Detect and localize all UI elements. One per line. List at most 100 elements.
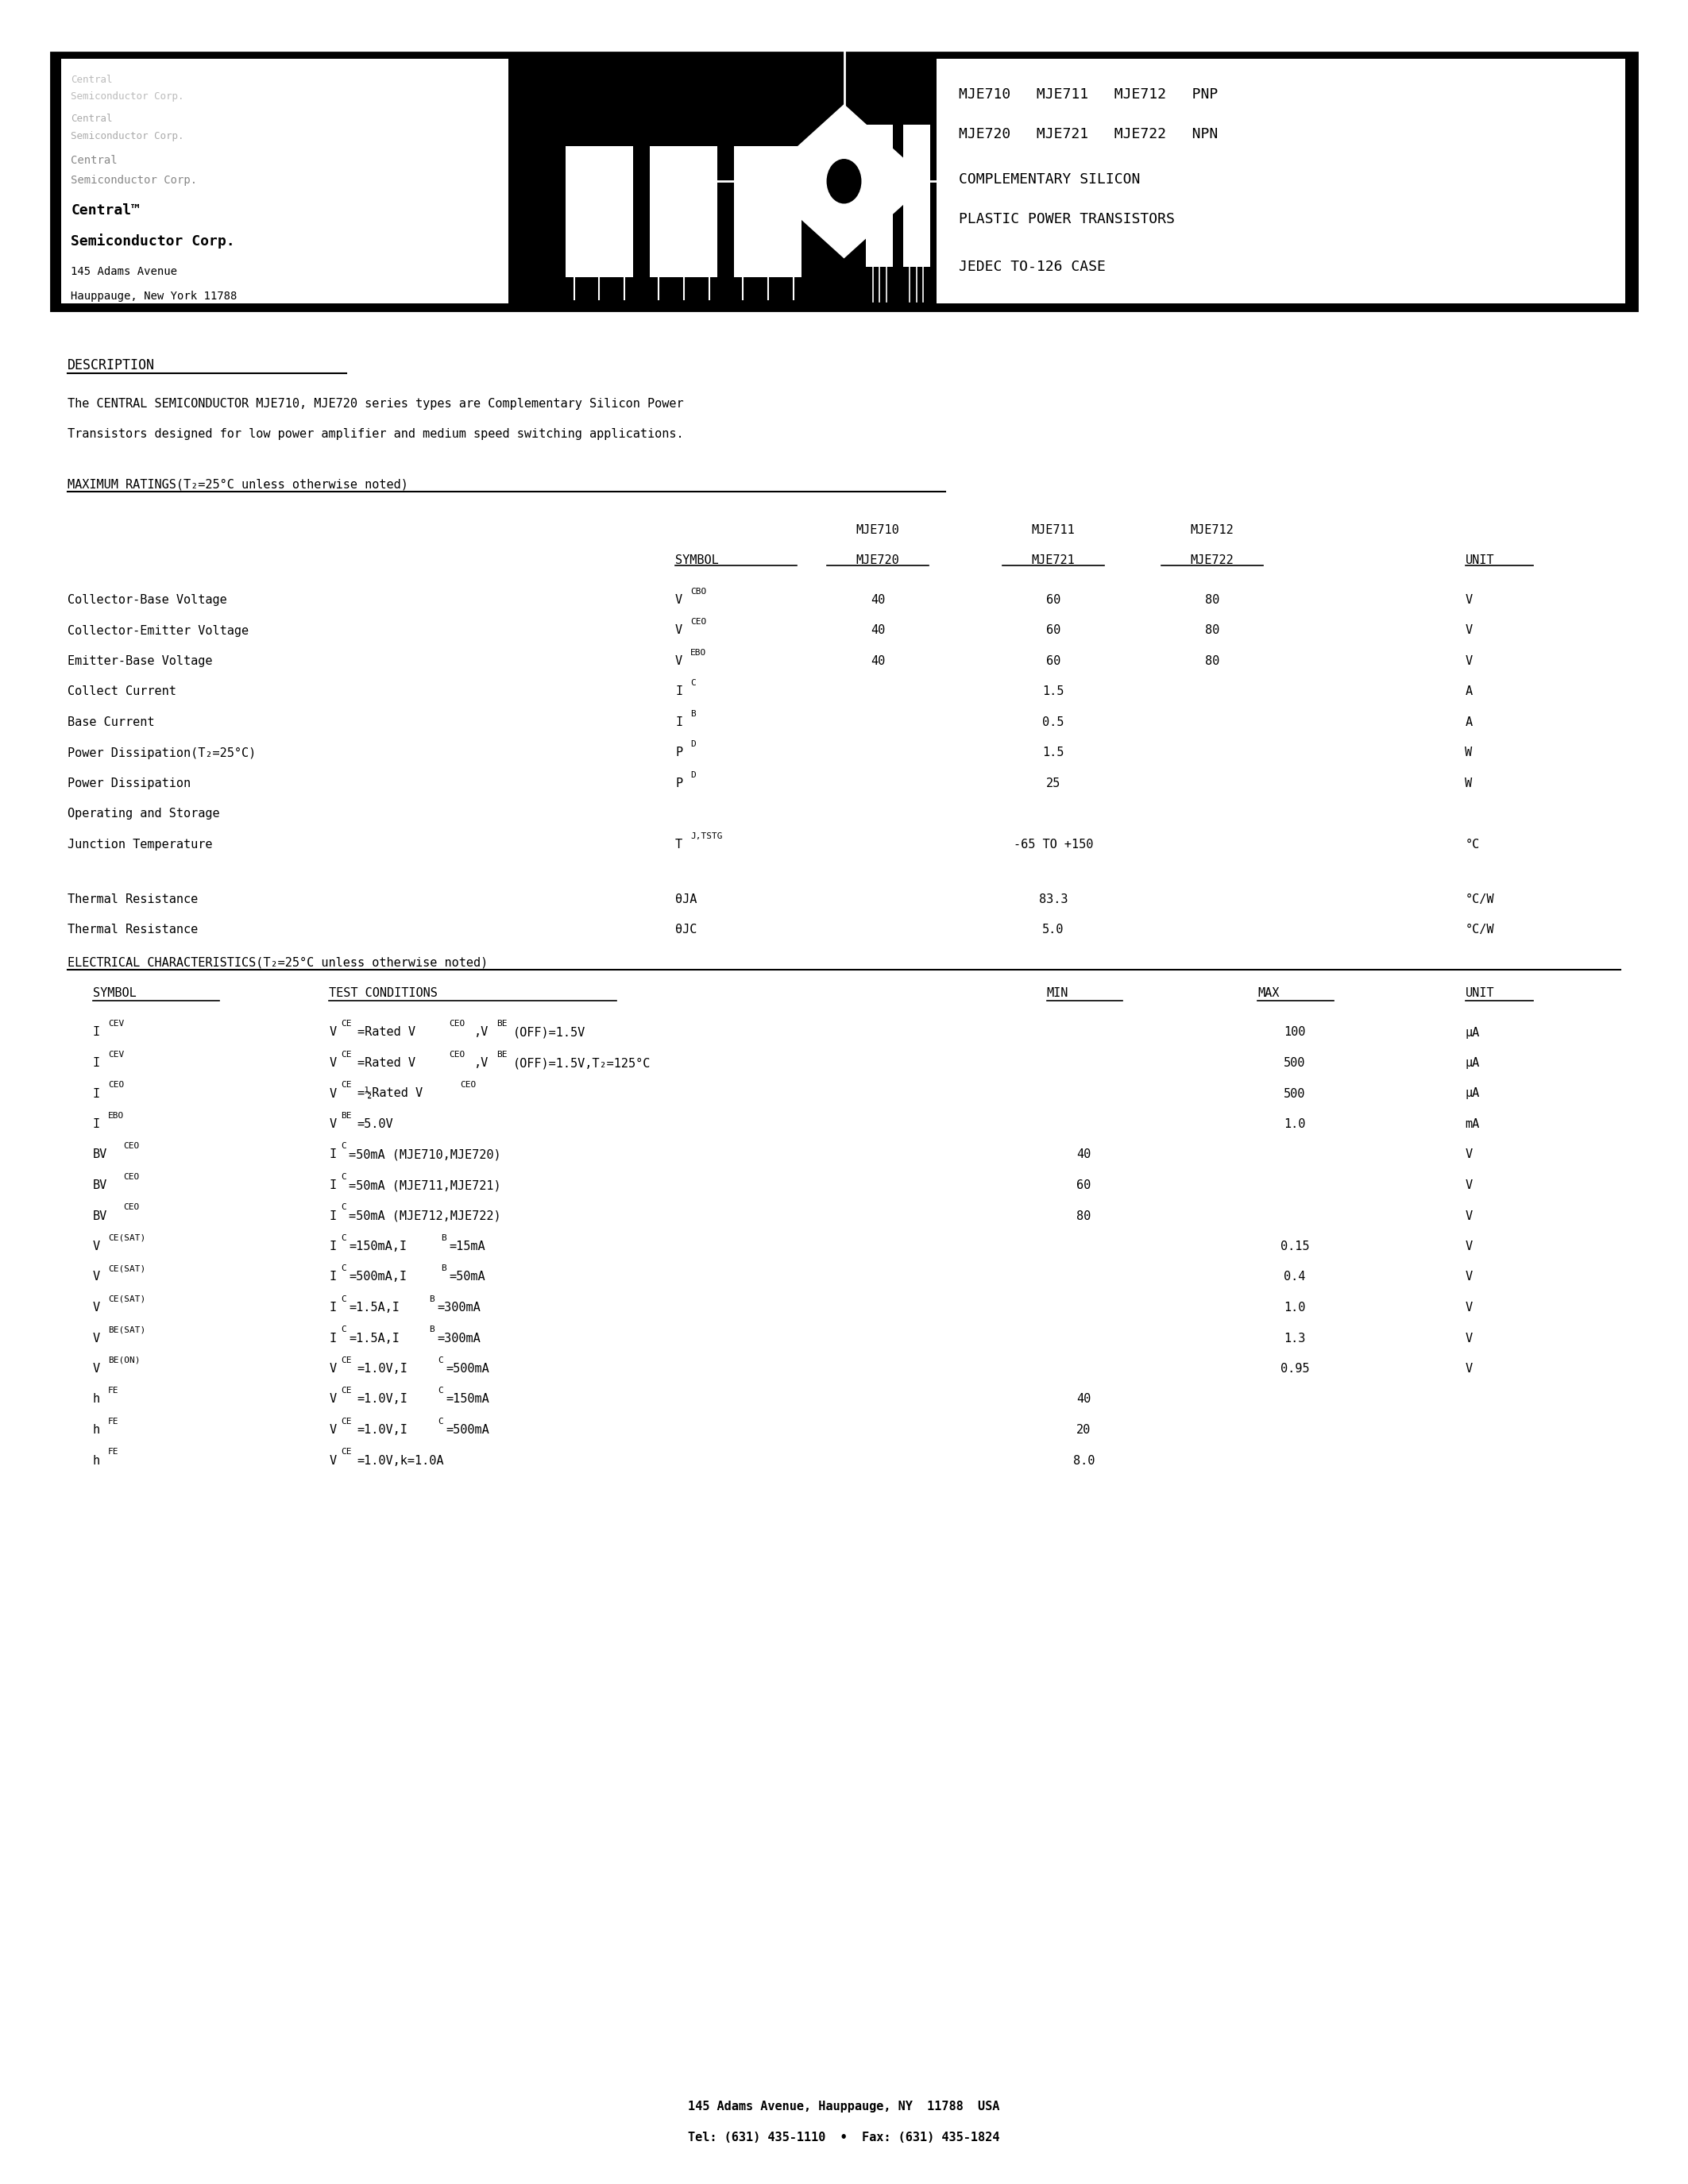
Text: 80: 80 xyxy=(1205,655,1219,666)
Text: mA: mA xyxy=(1465,1118,1480,1129)
Text: BE(SAT): BE(SAT) xyxy=(108,1326,145,1334)
Text: W: W xyxy=(1465,778,1472,788)
Text: CBO: CBO xyxy=(690,587,707,596)
Text: V: V xyxy=(329,1088,336,1099)
Text: Central: Central xyxy=(71,155,118,166)
Text: Base Current: Base Current xyxy=(68,716,155,727)
Text: EBO: EBO xyxy=(108,1112,125,1120)
Text: =Rated V: =Rated V xyxy=(358,1057,415,1068)
Text: I: I xyxy=(329,1302,336,1313)
Text: BE: BE xyxy=(341,1112,351,1120)
Text: B: B xyxy=(429,1326,434,1334)
Text: Central™: Central™ xyxy=(71,203,140,218)
Text: FE: FE xyxy=(108,1387,118,1396)
Text: C: C xyxy=(437,1387,442,1396)
Text: BE(ON): BE(ON) xyxy=(108,1356,140,1365)
Text: B: B xyxy=(441,1234,446,1243)
Text: =150mA: =150mA xyxy=(446,1393,490,1404)
Text: MAXIMUM RATINGS(T₂=25°C unless otherwise noted): MAXIMUM RATINGS(T₂=25°C unless otherwise… xyxy=(68,478,408,489)
Text: MJE712: MJE712 xyxy=(1190,524,1234,535)
Text: C: C xyxy=(690,679,695,688)
Text: V: V xyxy=(329,1118,336,1129)
Text: Semiconductor Corp.: Semiconductor Corp. xyxy=(71,92,184,103)
Bar xyxy=(650,146,717,277)
Text: CE: CE xyxy=(341,1081,351,1090)
Text: V: V xyxy=(93,1363,100,1374)
Text: V: V xyxy=(675,625,682,636)
Text: Transistors designed for low power amplifier and medium speed switching applicat: Transistors designed for low power ampli… xyxy=(68,428,684,439)
Text: MJE721: MJE721 xyxy=(1031,555,1075,566)
Text: V: V xyxy=(1465,1210,1472,1221)
Text: =1.0V,I: =1.0V,I xyxy=(358,1424,408,1435)
Text: I: I xyxy=(329,1241,336,1251)
Circle shape xyxy=(827,159,861,203)
Text: V: V xyxy=(93,1302,100,1313)
Bar xyxy=(866,124,893,266)
Text: °C/W: °C/W xyxy=(1465,893,1494,904)
Text: V: V xyxy=(93,1332,100,1343)
Text: Semiconductor Corp.: Semiconductor Corp. xyxy=(71,234,235,249)
Text: CE: CE xyxy=(341,1448,351,1457)
Text: B: B xyxy=(429,1295,434,1304)
Text: 40: 40 xyxy=(1077,1149,1090,1160)
Text: EBO: EBO xyxy=(690,649,707,657)
Text: Collector-Base Voltage: Collector-Base Voltage xyxy=(68,594,226,605)
Text: FE: FE xyxy=(108,1417,118,1426)
Text: CEO: CEO xyxy=(123,1142,140,1151)
Text: Emitter-Base Voltage: Emitter-Base Voltage xyxy=(68,655,213,666)
Text: Collector-Emitter Voltage: Collector-Emitter Voltage xyxy=(68,625,248,636)
Text: (OFF)=1.5V: (OFF)=1.5V xyxy=(513,1026,586,1037)
Text: C: C xyxy=(341,1265,346,1273)
Bar xyxy=(51,52,1637,310)
Text: =500mA: =500mA xyxy=(446,1424,490,1435)
Text: =1.0V,k=1.0A: =1.0V,k=1.0A xyxy=(358,1455,444,1465)
Text: Central: Central xyxy=(71,74,113,85)
Text: Junction Temperature: Junction Temperature xyxy=(68,839,213,850)
Text: 1.0: 1.0 xyxy=(1285,1118,1305,1129)
Text: CE: CE xyxy=(341,1020,351,1029)
Text: CEO: CEO xyxy=(449,1020,466,1029)
Text: 60: 60 xyxy=(1047,655,1060,666)
Text: V: V xyxy=(1465,1302,1472,1313)
Text: ,V: ,V xyxy=(474,1057,488,1068)
Text: CE(SAT): CE(SAT) xyxy=(108,1295,145,1304)
Text: Thermal Resistance: Thermal Resistance xyxy=(68,924,197,935)
Text: A: A xyxy=(1465,716,1472,727)
Text: =½Rated V: =½Rated V xyxy=(358,1088,422,1099)
Text: Semiconductor Corp.: Semiconductor Corp. xyxy=(71,131,184,142)
Bar xyxy=(565,146,633,277)
Text: =500mA: =500mA xyxy=(446,1363,490,1374)
Text: C: C xyxy=(341,1295,346,1304)
Text: Tel: (631) 435-1110  •  Fax: (631) 435-1824: Tel: (631) 435-1110 • Fax: (631) 435-182… xyxy=(689,2132,999,2143)
Text: UNIT: UNIT xyxy=(1465,987,1494,998)
Text: =15mA: =15mA xyxy=(449,1241,484,1251)
Text: T: T xyxy=(675,839,682,850)
Text: V: V xyxy=(675,594,682,605)
Bar xyxy=(937,59,1626,304)
Text: DESCRIPTION: DESCRIPTION xyxy=(68,358,155,373)
Text: V: V xyxy=(329,1424,336,1435)
Text: 500: 500 xyxy=(1285,1057,1305,1068)
Text: A: A xyxy=(1465,686,1472,697)
Text: CE(SAT): CE(SAT) xyxy=(108,1265,145,1273)
Text: CEV: CEV xyxy=(108,1051,125,1059)
Text: BV: BV xyxy=(93,1210,108,1221)
Text: I: I xyxy=(329,1149,336,1160)
Text: C: C xyxy=(437,1417,442,1426)
Text: V: V xyxy=(1465,594,1472,605)
Text: C: C xyxy=(341,1326,346,1334)
Text: Central: Central xyxy=(71,114,113,124)
Text: V: V xyxy=(1465,1332,1472,1343)
Text: MJE722: MJE722 xyxy=(1190,555,1234,566)
Text: 0.15: 0.15 xyxy=(1280,1241,1310,1251)
Text: 20: 20 xyxy=(1077,1424,1090,1435)
Text: 40: 40 xyxy=(871,625,885,636)
Text: V: V xyxy=(1465,1179,1472,1190)
Text: V: V xyxy=(1465,1241,1472,1251)
Text: MAX: MAX xyxy=(1258,987,1280,998)
Text: 5.0: 5.0 xyxy=(1043,924,1063,935)
Text: 0.5: 0.5 xyxy=(1043,716,1063,727)
Text: C: C xyxy=(341,1203,346,1212)
Text: MJE720: MJE720 xyxy=(856,555,900,566)
Text: 60: 60 xyxy=(1047,594,1060,605)
